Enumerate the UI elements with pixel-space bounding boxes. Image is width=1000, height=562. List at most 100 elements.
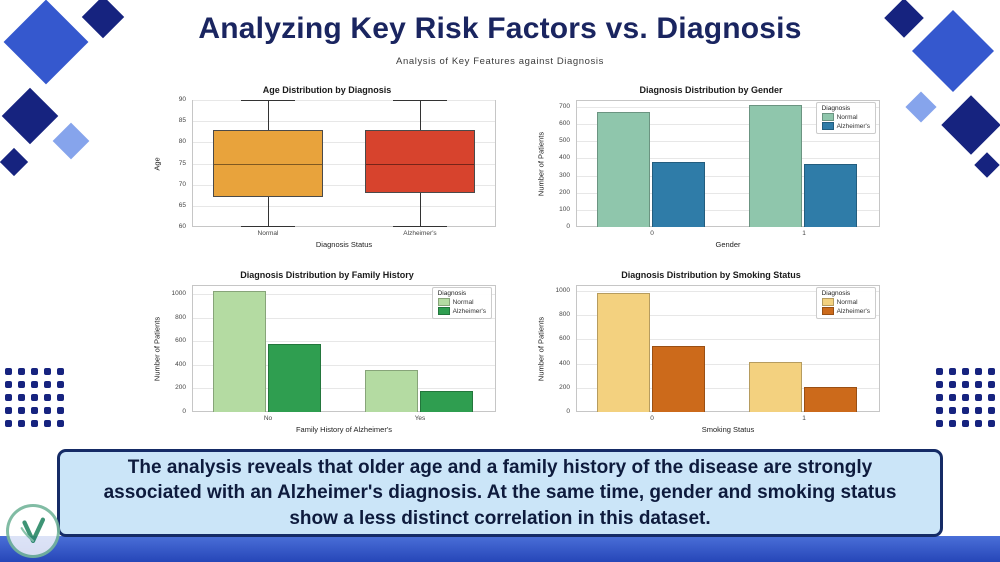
- decor-dot: [5, 420, 12, 427]
- chart-whisker-cap: [240, 100, 296, 101]
- chart-y-tick: 70: [178, 180, 186, 188]
- decor-dot: [18, 368, 25, 375]
- chart-y-tick: 400: [559, 154, 570, 162]
- decor-dot: [18, 420, 25, 427]
- legend-swatch-icon: [821, 113, 834, 121]
- chart-x-tick: 0: [650, 415, 654, 422]
- chart-x-axis-label: Family History of Alzheimer's: [295, 425, 393, 434]
- chart-gridline: [193, 205, 495, 207]
- decor-dot: [975, 420, 982, 427]
- chart-y-tick: 0: [182, 408, 186, 415]
- chart-x-axis-label: Gender: [715, 240, 741, 249]
- chart-gridline: [577, 158, 879, 160]
- decor-dot: [31, 420, 38, 427]
- chart-gridline: [577, 387, 879, 389]
- page-subtitle: Analysis of Key Features against Diagnos…: [396, 56, 604, 67]
- chart-y-tick: 400: [559, 359, 570, 367]
- chart-y-tick: 65: [178, 201, 186, 209]
- chart-legend-title: Diagnosis: [821, 105, 851, 112]
- chart-bar: [597, 112, 650, 227]
- chart-y-tick: 200: [175, 384, 186, 392]
- chart-x-tick: No: [263, 415, 273, 422]
- decor-dot: [949, 394, 956, 401]
- brand-logo-icon: [20, 517, 46, 544]
- legend-label: Normal: [836, 113, 858, 121]
- chart-box: [213, 129, 323, 198]
- chart-family-history-bars: Diagnosis Distribution by Family History…: [148, 269, 506, 442]
- decor-dot: [975, 407, 982, 414]
- decor-diamond-icon: [52, 122, 90, 160]
- chart-gridline: [193, 121, 495, 123]
- chart-median-line: [214, 163, 322, 165]
- chart-bar: [804, 386, 857, 412]
- chart-y-tick: 80: [178, 138, 186, 146]
- chart-x-tick: Alzheimer's: [403, 230, 437, 237]
- decor-dot: [988, 394, 995, 401]
- chart-legend: Diagnosis Normal Alzheimer's: [815, 102, 876, 134]
- decor-dot: [936, 394, 943, 401]
- legend-label: Alzheimer's: [836, 122, 870, 130]
- legend-swatch-icon: [437, 307, 450, 315]
- chart-gridline: [193, 142, 495, 144]
- chart-y-tick: 75: [178, 159, 186, 167]
- chart-median-line: [366, 163, 474, 165]
- chart-whisker-cap: [392, 100, 448, 101]
- chart-x-axis-label: Smoking Status: [701, 425, 755, 434]
- chart-whisker-cap: [240, 226, 296, 227]
- chart-title: Diagnosis Distribution by Family History: [240, 270, 414, 280]
- chart-legend-entry: Alzheimer's: [437, 307, 486, 315]
- decor-dot: [975, 381, 982, 388]
- chart-bar: [749, 105, 802, 227]
- decor-dot: [31, 407, 38, 414]
- chart-bar: [213, 290, 266, 412]
- decor-dot: [5, 394, 12, 401]
- decor-dot: [936, 420, 943, 427]
- chart-y-tick: 400: [175, 360, 186, 368]
- decor-dot: [988, 420, 995, 427]
- bottom-bar: [0, 536, 1000, 562]
- chart-gridline: [577, 141, 879, 143]
- chart-gender-bars: Diagnosis Distribution by Gender 0 100 200 3…: [532, 84, 890, 257]
- decor-dot: [936, 407, 943, 414]
- chart-legend-title: Diagnosis: [437, 290, 467, 297]
- chart-gridline: [577, 291, 879, 293]
- chart-gridline: [193, 163, 495, 165]
- chart-bar: [652, 346, 705, 412]
- decor-dot: [31, 368, 38, 375]
- decor-dot: [962, 368, 969, 375]
- decor-dot: [57, 368, 64, 375]
- decor-dot: [936, 381, 943, 388]
- decor-dot: [57, 420, 64, 427]
- decor-dot: [57, 394, 64, 401]
- decor-dot: [975, 368, 982, 375]
- decor-dot: [5, 381, 12, 388]
- chart-legend-entry: Alzheimer's: [821, 307, 870, 315]
- chart-title: Age Distribution by Diagnosis: [262, 85, 392, 95]
- page-title: Analyzing Key Risk Factors vs. Diagnosis: [198, 12, 802, 45]
- decor-dot: [962, 420, 969, 427]
- chart-y-tick: 600: [175, 337, 186, 345]
- chart-y-tick: 800: [559, 311, 570, 319]
- chart-x-tick: 0: [650, 230, 654, 237]
- chart-gridline: [577, 339, 879, 341]
- chart-x-tick: Yes: [414, 415, 426, 422]
- chart-gridline: [577, 209, 879, 211]
- decor-diamond-icon: [974, 152, 1000, 178]
- chart-y-tick: 0: [566, 223, 570, 230]
- chart-gridline: [577, 315, 879, 317]
- legend-label: Normal: [836, 298, 858, 306]
- chart-title: Diagnosis Distribution by Gender: [639, 85, 783, 95]
- chart-y-tick: 600: [559, 335, 570, 343]
- legend-swatch-icon: [821, 122, 834, 130]
- legend-label: Alzheimer's: [452, 307, 486, 315]
- chart-smoking-bars: Diagnosis Distribution by Smoking Status…: [532, 269, 890, 442]
- chart-legend-entry: Normal: [437, 298, 486, 306]
- chart-y-tick: 0: [566, 408, 570, 415]
- decor-dot: [44, 407, 51, 414]
- chart-title: Diagnosis Distribution by Smoking Status: [621, 270, 801, 280]
- chart-y-tick: 800: [175, 313, 186, 321]
- decor-dot: [44, 420, 51, 427]
- chart-gridline: [577, 106, 879, 108]
- decor-dot: [18, 407, 25, 414]
- legend-label: Alzheimer's: [836, 307, 870, 315]
